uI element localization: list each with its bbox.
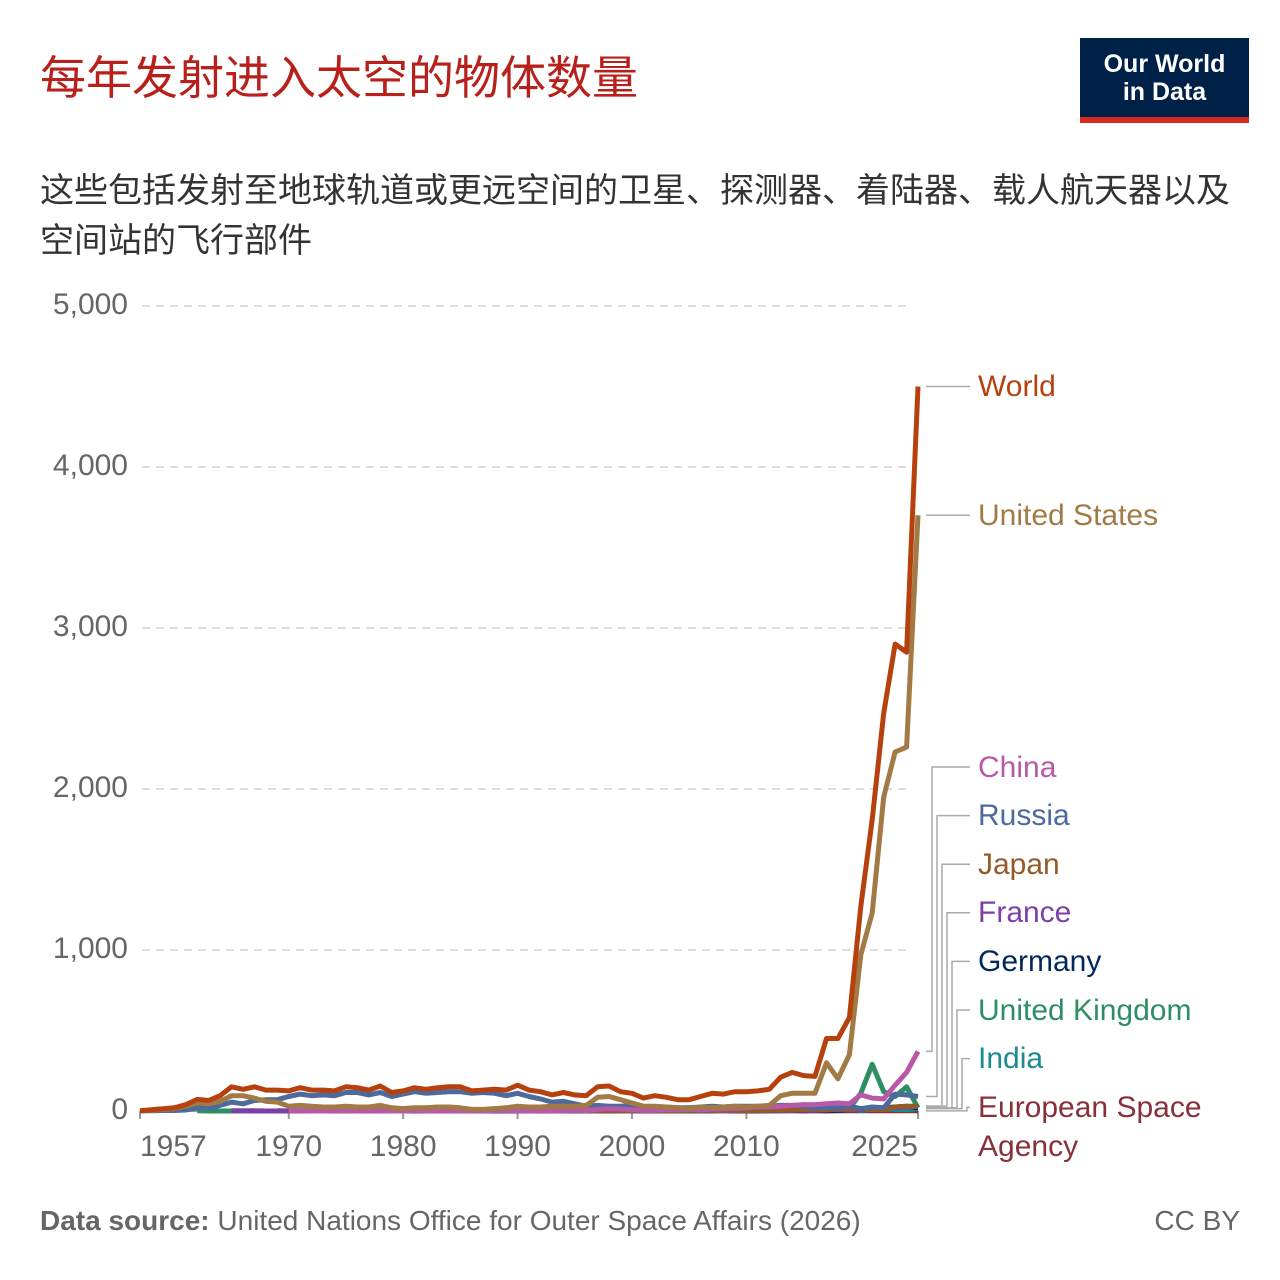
y-tick-label: 4,000 [53, 449, 128, 482]
x-tick-label: 2000 [599, 1130, 666, 1163]
series-label: United Kingdom [978, 993, 1192, 1027]
x-tick-label: 1970 [255, 1130, 322, 1163]
x-tick-label: 1980 [370, 1130, 437, 1163]
y-tick-label: 1,000 [53, 932, 128, 965]
series-label: Germany [978, 944, 1102, 978]
y-tick-label: 0 [111, 1093, 128, 1126]
series-line [139, 386, 921, 1114]
license: CC BY [1154, 1205, 1240, 1236]
source: United Nations Office for Outer Space Af… [217, 1205, 861, 1236]
leader-line [926, 1009, 970, 1109]
series-label: Japan [978, 847, 1060, 881]
series-line [139, 515, 921, 1114]
chart-title: 每年发射进入太空的物体数量 [40, 51, 638, 105]
logo-text: Our World in Data [1103, 49, 1226, 106]
leader-line [926, 814, 970, 1098]
series-label: Russia [978, 799, 1070, 833]
series-label: European Space Agency [978, 1090, 1202, 1163]
logo: Our World in Data [1080, 38, 1249, 123]
y-tick-label: 3,000 [53, 610, 128, 643]
footer: Data source: United Nations Office for O… [40, 1205, 861, 1237]
series-line [288, 1050, 921, 1114]
x-tick-label: 2010 [713, 1130, 780, 1163]
x-tick-label: 1990 [484, 1130, 551, 1163]
series-label: United States [978, 498, 1159, 532]
x-tick-label: 1957 [140, 1130, 207, 1163]
series-label: World [978, 370, 1056, 403]
x-tick-label: 2025 [851, 1130, 918, 1163]
series-label: India [978, 1042, 1044, 1076]
y-tick-label: 2,000 [53, 771, 128, 804]
leader-line [926, 1106, 970, 1112]
y-tick-label: 5,000 [53, 288, 128, 321]
chart-subtitle: 这些包括发射至地球轨道或更远空间的卫星、探测器、着陆器、载人航天器以及空间站的飞… [40, 171, 1230, 261]
series-label: China [978, 750, 1057, 784]
leader-line [926, 1057, 970, 1110]
source-label: Data source: [40, 1205, 210, 1236]
leader-line [926, 912, 970, 1107]
series-label: France [978, 896, 1072, 930]
leader-line [926, 766, 970, 1053]
